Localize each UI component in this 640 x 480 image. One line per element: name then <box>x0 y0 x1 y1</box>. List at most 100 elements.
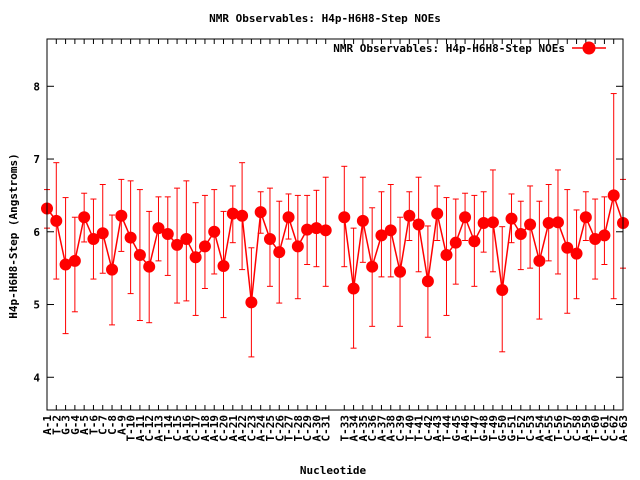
x-tick-label: C-31 <box>320 415 333 442</box>
data-point <box>338 211 351 224</box>
data-point <box>394 265 407 278</box>
x-tick-label: A-9 <box>115 415 128 435</box>
x-tick-label: C-8 <box>106 415 119 435</box>
y-tick-label: 7 <box>33 153 40 166</box>
x-tick-label: A-21 <box>227 415 240 442</box>
data-point <box>133 249 146 262</box>
chart-title: NMR Observables: H4p-H6H8-Step NOEs <box>209 12 441 25</box>
x-tick-label: A-19 <box>208 415 221 442</box>
x-tick-label: A-1 <box>41 415 54 435</box>
x-tick-label: C-12 <box>143 415 156 442</box>
x-tick-label: C-36 <box>366 415 379 442</box>
data-point <box>505 212 518 225</box>
x-tick-label: T-2 <box>50 415 63 435</box>
x-tick-label: G-3 <box>60 415 73 435</box>
data-point <box>106 263 119 276</box>
x-tick-label: C-7 <box>97 415 110 435</box>
x-tick-label: C-26 <box>273 415 286 442</box>
data-point <box>412 218 425 231</box>
x-tick-label: A-16 <box>180 415 193 442</box>
x-tick-label: C-15 <box>171 415 184 442</box>
error-bars <box>44 93 626 358</box>
x-tick-label: A-11 <box>134 415 147 442</box>
data-point <box>180 233 193 246</box>
x-tick-label: A-63 <box>617 415 630 442</box>
x-tick-label: G-4 <box>69 415 82 435</box>
data-point <box>598 229 611 242</box>
data-point <box>78 211 91 224</box>
x-tick-label: C-53 <box>524 415 537 442</box>
x-tick-label: T-14 <box>162 415 175 442</box>
data-point <box>254 206 267 219</box>
x-tick-label: T-47 <box>468 415 481 442</box>
data-point <box>486 216 499 229</box>
data-point <box>263 233 276 246</box>
data-point <box>421 275 434 288</box>
data-point <box>152 222 165 235</box>
data-point <box>50 214 63 227</box>
x-tick-label: C-29 <box>301 415 314 442</box>
y-tick-label: 8 <box>33 80 40 93</box>
x-tick-label: A-5 <box>78 415 91 435</box>
data-point <box>87 233 100 246</box>
x-tick-label: A-18 <box>199 415 212 442</box>
x-tick-label: A-59 <box>580 415 593 442</box>
data-point <box>161 227 174 240</box>
data-point <box>533 254 546 267</box>
x-tick-label: T-41 <box>413 415 426 442</box>
data-point <box>366 260 379 273</box>
data-point <box>143 260 156 273</box>
data-point <box>273 246 286 259</box>
data-point <box>524 218 537 231</box>
x-tick-label: T-40 <box>403 415 416 442</box>
x-tick-label: T-27 <box>283 415 296 442</box>
x-tick-label: T-60 <box>589 415 602 442</box>
data-point <box>319 224 332 237</box>
x-tick-label: C-61 <box>598 415 611 442</box>
data-point <box>115 209 128 222</box>
data-point <box>384 224 397 237</box>
data-point <box>198 240 211 253</box>
data-point <box>208 225 221 238</box>
plot-frame <box>46 38 624 411</box>
data-point <box>468 235 481 248</box>
x-tick-label: A-34 <box>348 415 361 442</box>
x-tick-label: T-28 <box>292 415 305 442</box>
x-tick-label: G-50 <box>496 415 509 442</box>
x-tick-label: T-6 <box>87 415 100 435</box>
data-point <box>375 229 388 242</box>
x-tick-marks <box>46 39 624 410</box>
x-tick-label: T-49 <box>487 415 500 442</box>
x-tick-label: A-54 <box>533 415 546 442</box>
x-tick-label: T-10 <box>125 415 138 442</box>
data-point <box>189 251 202 264</box>
data-point <box>431 207 444 220</box>
data-point <box>96 227 109 240</box>
data-point <box>236 209 249 222</box>
x-tick-label: T-52 <box>515 415 528 442</box>
data-point <box>217 259 230 272</box>
y-tick-marks <box>47 85 623 378</box>
x-tick-label: G-51 <box>506 415 519 442</box>
data-point <box>607 189 620 202</box>
legend-label: NMR Observables: H4p-H6H8-Step NOEs <box>333 42 565 55</box>
x-tick-label: T-33 <box>338 415 351 442</box>
data-point <box>579 211 592 224</box>
data-point <box>514 227 527 240</box>
x-tick-label: C-20 <box>218 415 231 442</box>
data-point <box>561 241 574 254</box>
x-tick-label: G-45 <box>450 415 463 442</box>
x-tick-label: C-62 <box>608 415 621 442</box>
x-tick-labels: A-1T-2G-3G-4A-5T-6C-7C-8A-9T-10A-11C-12A… <box>41 415 630 442</box>
x-tick-label: A-43 <box>431 415 444 442</box>
x-tick-label: A-13 <box>152 415 165 442</box>
legend: NMR Observables: H4p-H6H8-Step NOEs <box>333 41 606 55</box>
x-tick-label: T-44 <box>440 415 453 442</box>
x-tick-label: C-17 <box>190 415 203 442</box>
data-point <box>282 211 295 224</box>
x-tick-label: A-24 <box>255 415 268 442</box>
x-tick-label: A-22 <box>236 415 249 442</box>
x-tick-label: C-58 <box>571 415 584 442</box>
x-tick-label: A-46 <box>459 415 472 442</box>
